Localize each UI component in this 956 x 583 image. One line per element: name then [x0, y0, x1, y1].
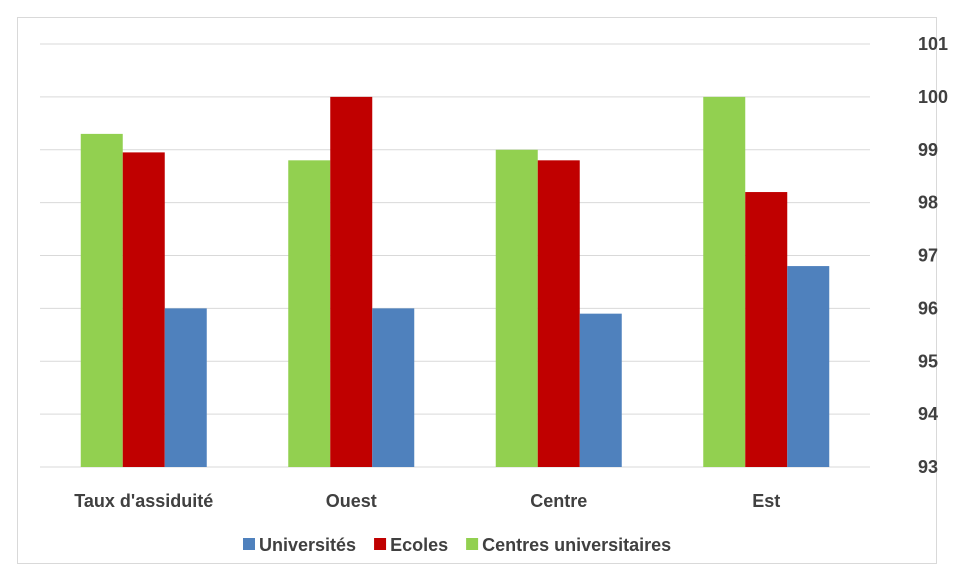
bar-universit-s-2	[579, 313, 622, 467]
bar-universit-s-3	[787, 266, 830, 467]
legend-item-label: Universités	[259, 535, 356, 555]
bar-ecoles-1	[330, 96, 373, 467]
bar-ecoles-0	[122, 152, 165, 468]
legend: Universités Ecoles Centres universitaires	[243, 535, 671, 555]
legend-item-label: Centres universitaires	[482, 535, 671, 555]
x-axis-categories: Taux d'assiduité Ouest Centre Est	[74, 491, 780, 511]
y-tick-label: 95	[918, 351, 938, 371]
bar-universit-s-1	[372, 308, 415, 467]
x-category-label: Taux d'assiduité	[74, 491, 213, 511]
y-tick-label: 96	[918, 298, 938, 318]
x-category-label: Ouest	[326, 491, 377, 511]
legend-swatch	[243, 538, 255, 550]
bar-centres-universitaires-2	[495, 149, 538, 467]
bar-ecoles-3	[745, 192, 788, 468]
legend-item-label: Ecoles	[390, 535, 448, 555]
bar-centres-universitaires-1	[288, 160, 331, 467]
bar-universit-s-0	[164, 308, 207, 467]
y-tick-label: 93	[918, 457, 938, 477]
legend-swatch	[466, 538, 479, 550]
legend-swatch	[374, 538, 387, 550]
bar-ecoles-2	[537, 160, 580, 467]
x-category-label: Centre	[530, 491, 587, 511]
y-tick-label: 94	[918, 404, 938, 424]
bars	[80, 96, 830, 468]
y-tick-label: 97	[918, 246, 938, 266]
x-category-label: Est	[752, 491, 780, 511]
bar-centres-universitaires-3	[703, 96, 746, 467]
y-tick-label: 101	[918, 34, 948, 54]
y-tick-label: 100	[918, 87, 948, 107]
y-axis-ticks: 93 94 95 96 97 98 99 100 101	[918, 34, 948, 477]
bar-centres-universitaires-0	[80, 133, 123, 467]
y-tick-label: 98	[918, 193, 938, 213]
y-tick-label: 99	[918, 140, 938, 160]
